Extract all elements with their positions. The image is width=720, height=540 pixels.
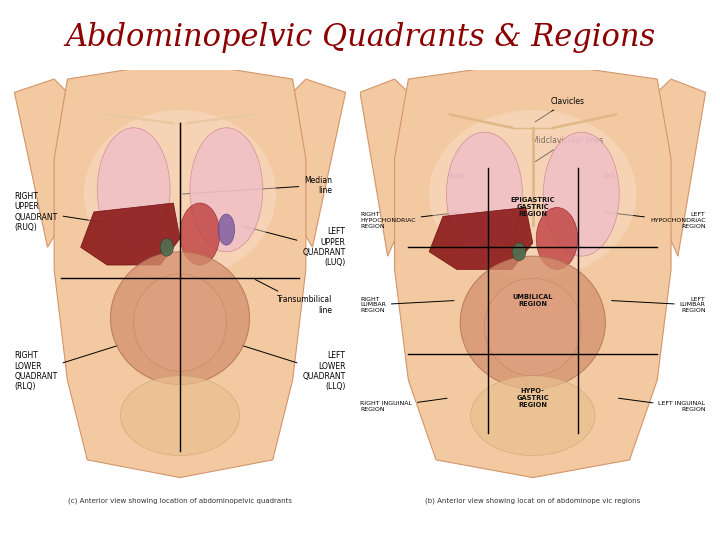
Text: LEFT
UPPER
QUADRANT
(LUQ): LEFT UPPER QUADRANT (LUQ) (243, 226, 346, 267)
Ellipse shape (460, 256, 606, 389)
Ellipse shape (110, 252, 250, 384)
Text: LEFT
LOWER
QUADRANT
(LLQ): LEFT LOWER QUADRANT (LLQ) (242, 346, 346, 392)
Ellipse shape (446, 132, 523, 256)
Text: (b) Anterior view showing locat on of abdominope vic regions: (b) Anterior view showing locat on of ab… (426, 498, 640, 504)
Text: (c) Anterior view showing location of abdominopelvic quadrants: (c) Anterior view showing location of ab… (68, 498, 292, 504)
Text: RIGHT
UPPER
QUADRANT
(RUQ): RIGHT UPPER QUADRANT (RUQ) (14, 192, 117, 232)
Ellipse shape (485, 278, 581, 376)
Text: UMBILICAL
REGION: UMBILICAL REGION (513, 294, 553, 307)
Text: Transumbilical
line: Transumbilical line (256, 280, 333, 315)
Polygon shape (429, 207, 533, 269)
Text: LEFT
LUMBAR
REGION: LEFT LUMBAR REGION (611, 296, 706, 313)
Polygon shape (360, 79, 429, 256)
Text: Right: Right (448, 173, 466, 179)
Polygon shape (395, 62, 671, 477)
Ellipse shape (84, 110, 276, 278)
Ellipse shape (190, 128, 263, 252)
Ellipse shape (536, 207, 577, 269)
Text: HYPO-
GASTRIC
REGION: HYPO- GASTRIC REGION (516, 388, 549, 408)
Ellipse shape (120, 376, 240, 455)
Polygon shape (81, 203, 180, 265)
Text: RIGHT
LUMBAR
REGION: RIGHT LUMBAR REGION (360, 296, 454, 313)
Text: LEFT
HYPOCHONDRIAC
REGION: LEFT HYPOCHONDRIAC REGION (605, 212, 706, 229)
Polygon shape (636, 79, 706, 256)
Ellipse shape (134, 274, 226, 372)
Ellipse shape (429, 110, 636, 278)
Text: Left: Left (602, 173, 616, 179)
Text: EPIGASTRIC
GASTRIC
REGION: EPIGASTRIC GASTRIC REGION (510, 198, 555, 218)
Ellipse shape (160, 239, 174, 256)
Ellipse shape (512, 243, 526, 261)
Text: Median
line: Median line (183, 176, 333, 195)
Text: RIGHT INGUINAL
REGION: RIGHT INGUINAL REGION (360, 399, 447, 412)
Polygon shape (14, 79, 87, 247)
Polygon shape (54, 62, 306, 477)
Text: Abdominopelvic Quadrants & Regions: Abdominopelvic Quadrants & Regions (65, 22, 655, 52)
Text: RIGHT
HYPOCHONDRIAC
REGION: RIGHT HYPOCHONDRIAC REGION (360, 212, 461, 229)
Ellipse shape (180, 203, 220, 265)
Text: RIGHT
LOWER
QUADRANT
(RLQ): RIGHT LOWER QUADRANT (RLQ) (14, 346, 118, 392)
Text: LEFT INGUINAL
REGION: LEFT INGUINAL REGION (618, 398, 706, 412)
Text: Clavicles: Clavicles (535, 97, 585, 122)
Polygon shape (273, 79, 346, 247)
Ellipse shape (471, 376, 595, 455)
Ellipse shape (218, 214, 235, 245)
Text: Midclavicular lines: Midclavicular lines (532, 137, 603, 161)
Ellipse shape (543, 132, 619, 256)
Polygon shape (147, 48, 213, 79)
Ellipse shape (97, 128, 170, 252)
